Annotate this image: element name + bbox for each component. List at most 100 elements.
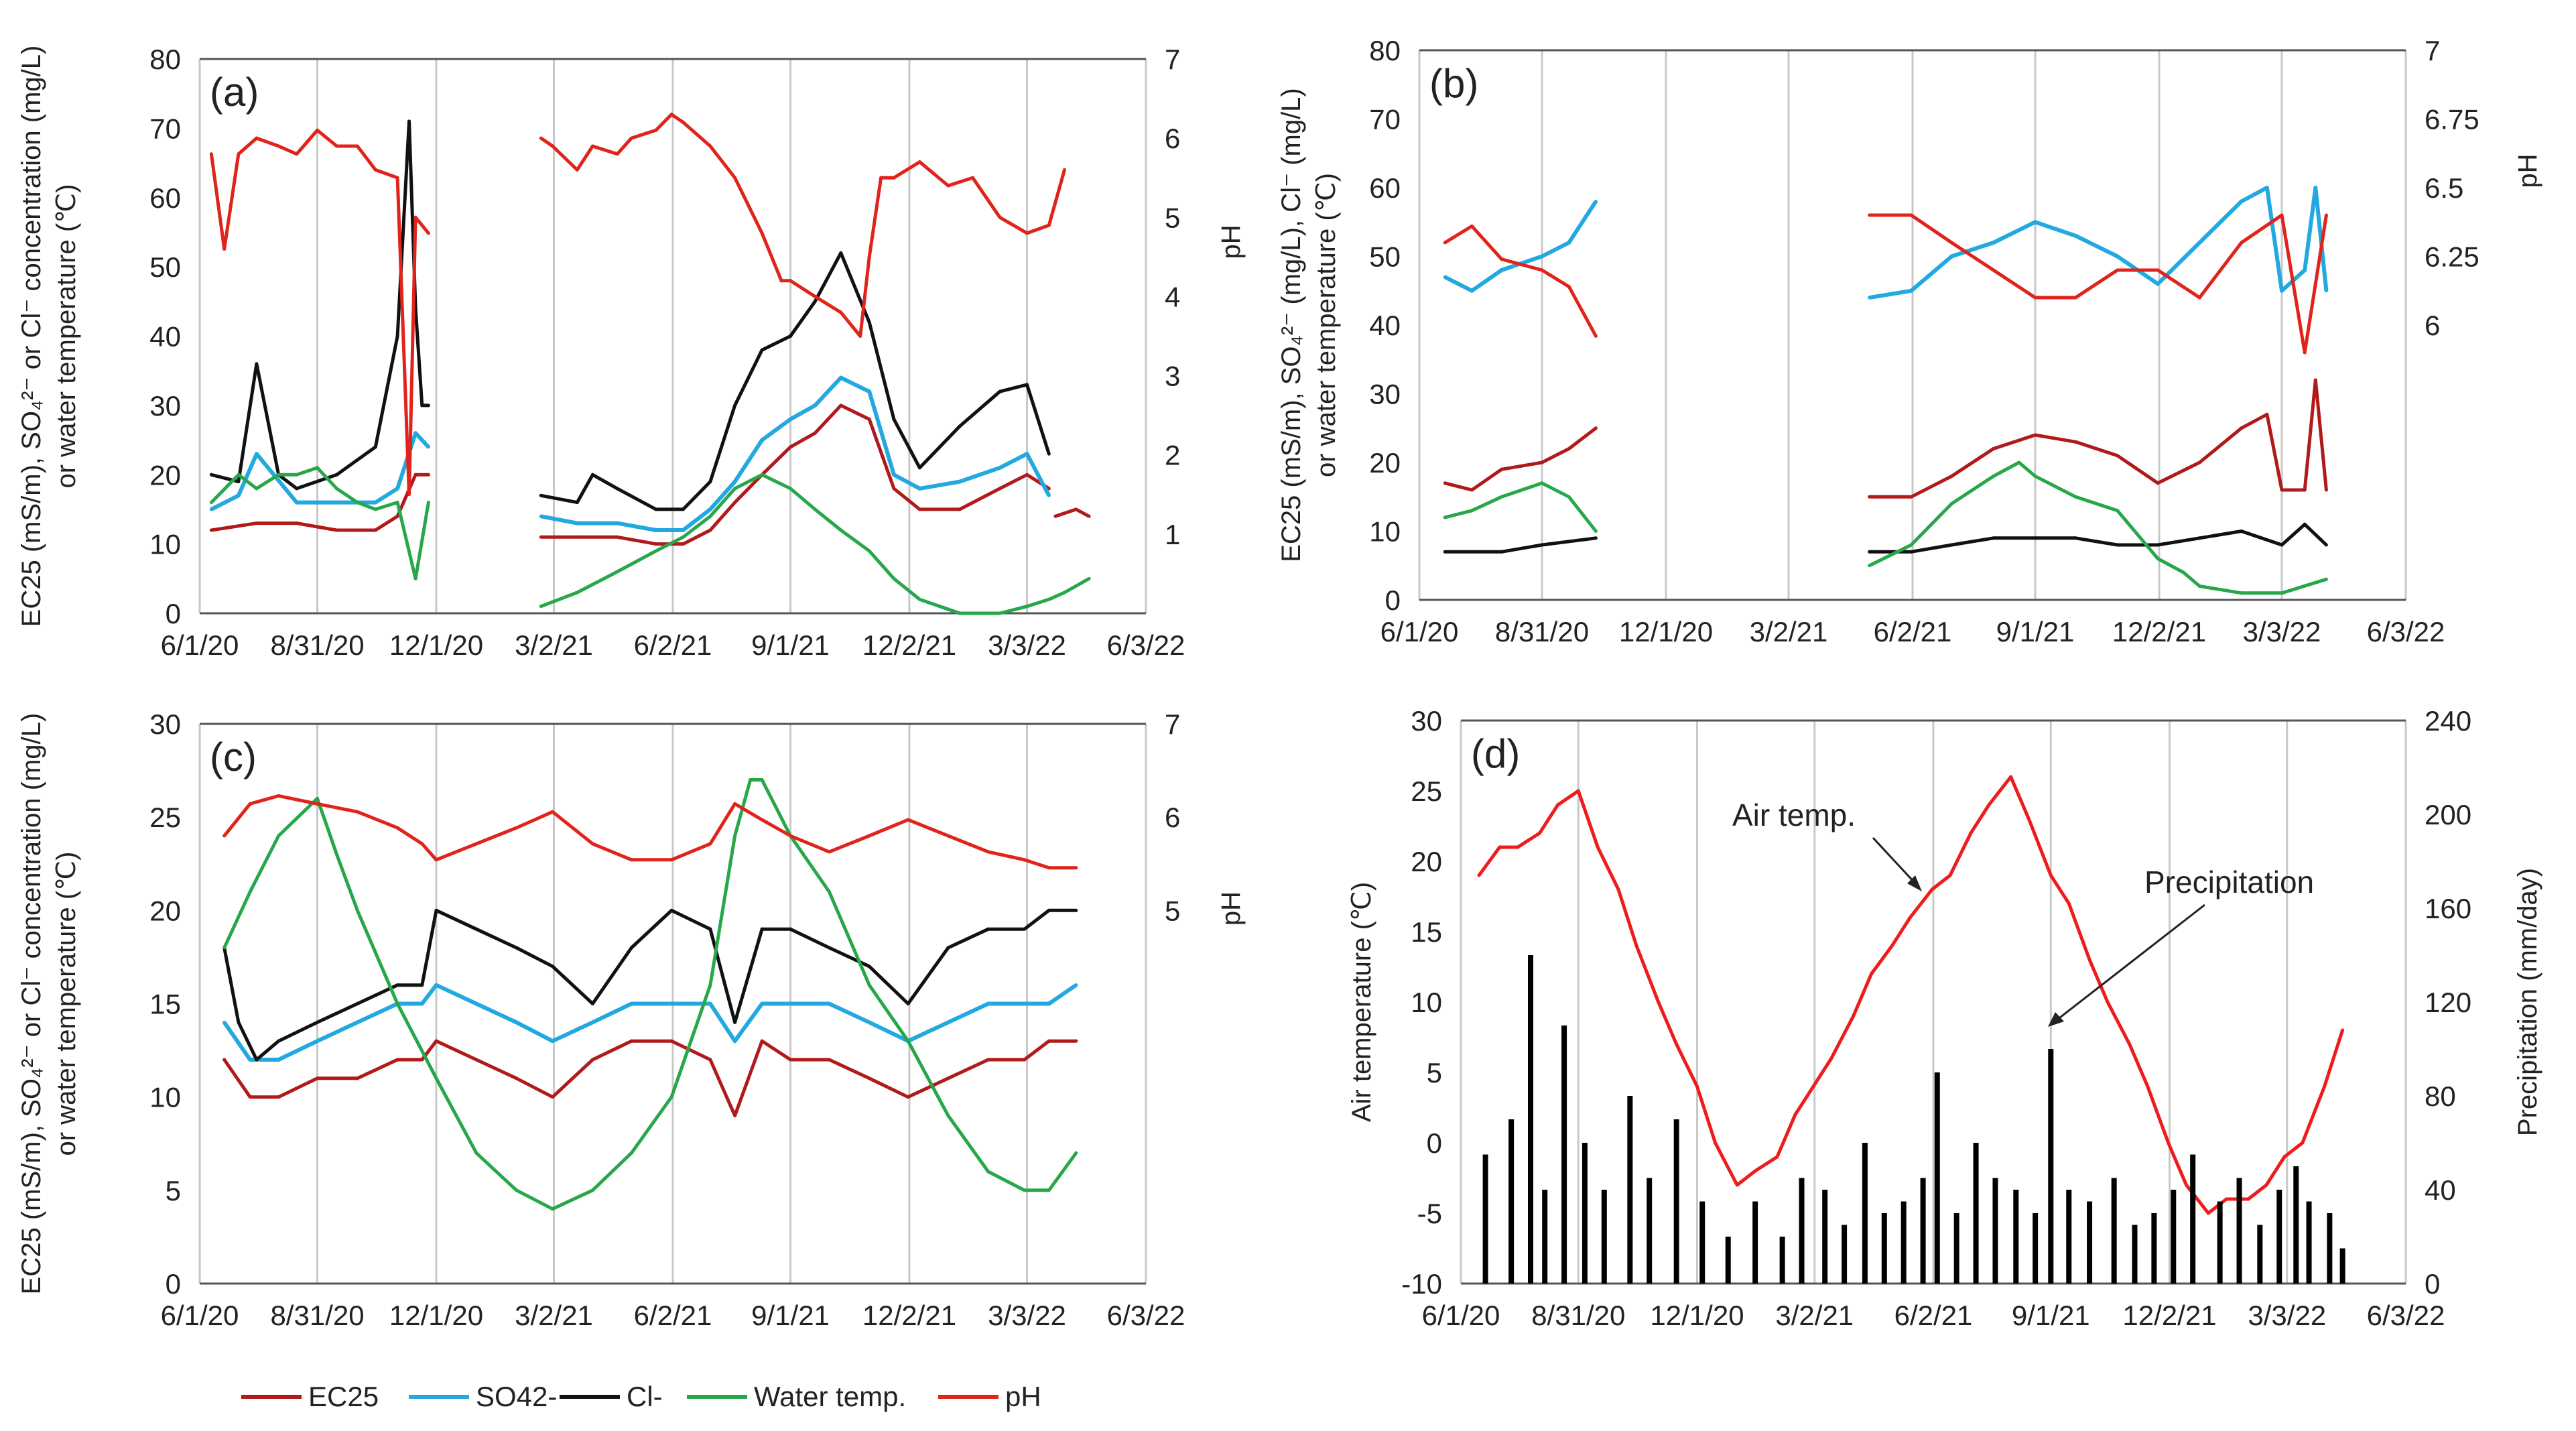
data-point <box>827 890 831 893</box>
y-tick-label: 30 <box>1369 379 1401 410</box>
data-point <box>1695 1084 1699 1088</box>
data-point <box>1025 231 1029 235</box>
legend-label: Water temp. <box>754 1381 906 1412</box>
data-point <box>2073 440 2077 444</box>
series-cl- <box>1443 522 2328 554</box>
data-point <box>654 542 658 546</box>
data-point <box>669 908 673 912</box>
data-point <box>839 403 843 408</box>
data-point <box>222 946 227 950</box>
data-point <box>1567 495 1571 499</box>
series-ec25 <box>222 1039 1078 1117</box>
x-tick-label: 12/2/21 <box>862 629 956 661</box>
panel-label: (d) <box>1471 731 1520 776</box>
data-point <box>1047 452 1051 456</box>
data-point <box>277 1058 281 1062</box>
data-point <box>2033 296 2037 300</box>
series-line <box>222 794 1076 870</box>
y-axis-title: EC25 (mS/m), SO₄²⁻ (mg/L), Cl⁻ (mg/L) <box>1277 88 1306 562</box>
data-point <box>1023 1058 1027 1062</box>
data-point <box>2185 1183 2189 1187</box>
data-point <box>474 842 478 846</box>
series-line <box>540 473 1090 615</box>
data-point <box>316 802 320 806</box>
data-point <box>2303 522 2307 526</box>
data-point <box>407 493 411 497</box>
data-point <box>733 176 737 180</box>
data-point <box>334 473 338 477</box>
panel-label: (c) <box>210 735 257 780</box>
series-line <box>540 375 1051 532</box>
precip-bar <box>1561 1025 1567 1284</box>
data-point <box>2167 1141 2171 1145</box>
data-point <box>295 473 299 477</box>
data-point <box>2017 460 2021 464</box>
y2-tick-label: 3 <box>1165 361 1180 392</box>
data-point <box>590 144 594 148</box>
x-tick-label: 6/1/20 <box>1380 616 1459 647</box>
data-point <box>420 983 424 987</box>
data-point <box>2264 1183 2268 1187</box>
data-point <box>1047 487 1051 491</box>
precip-bar <box>2217 1201 2223 1284</box>
data-point <box>2027 817 2031 821</box>
data-point <box>708 927 712 931</box>
legend: EC25 SO42- Cl- Water temp. pH <box>241 1381 1041 1412</box>
data-point <box>708 480 712 484</box>
data-point <box>1909 543 1913 547</box>
series-line <box>209 128 430 497</box>
annotation-arrow <box>2053 904 2205 1023</box>
data-point <box>1775 1155 1779 1159</box>
data-point <box>515 1076 519 1080</box>
data-point <box>474 927 478 931</box>
data-point <box>248 1058 252 1062</box>
data-point <box>1500 268 1504 272</box>
data-point <box>2240 426 2244 430</box>
data-point <box>669 1002 673 1005</box>
series-line <box>1443 200 1598 293</box>
data-point <box>708 1002 712 1005</box>
y-tick-label: 25 <box>149 802 181 833</box>
data-point <box>789 334 793 338</box>
data-point <box>1594 530 1598 533</box>
data-point <box>515 826 519 830</box>
data-point <box>892 418 896 422</box>
data-point <box>515 946 519 950</box>
data-point <box>760 348 764 352</box>
y2-tick-label: 5 <box>1165 202 1180 233</box>
data-point <box>789 1002 793 1005</box>
precip-bar <box>1881 1213 1887 1284</box>
y-tick-label: 0 <box>166 1268 181 1300</box>
y-tick-label: 20 <box>149 895 181 926</box>
x-tick-label: 3/3/22 <box>988 629 1066 661</box>
data-point <box>1516 845 1520 849</box>
data-point <box>209 501 213 505</box>
x-tick-label: 12/2/21 <box>2122 1300 2216 1331</box>
y-tick-label: 40 <box>1369 310 1401 341</box>
x-tick-label: 3/3/22 <box>2248 1300 2326 1331</box>
y2-tick-label: 120 <box>2425 987 2471 1018</box>
series-line <box>540 251 1051 511</box>
data-point <box>813 431 817 435</box>
arrow-head-icon <box>1907 875 1922 891</box>
data-point <box>1074 1151 1078 1155</box>
data-point <box>1675 1042 1679 1046</box>
legend-label: Cl- <box>627 1381 663 1412</box>
precip-bar <box>1779 1237 1785 1284</box>
data-point <box>551 965 555 969</box>
y2-axis-title: pH <box>2513 153 2542 188</box>
data-point <box>551 1039 555 1043</box>
y-tick-label: 0 <box>1385 584 1401 616</box>
data-point <box>1062 590 1066 595</box>
data-point <box>839 376 843 380</box>
data-point <box>789 834 793 838</box>
data-point <box>779 279 783 283</box>
data-point <box>669 113 673 117</box>
data-point <box>209 528 213 532</box>
data-point <box>316 796 320 800</box>
data-point <box>733 480 737 484</box>
annotation-air-temp: Air temp. <box>1732 798 1856 832</box>
x-tick-label: 6/3/22 <box>2367 616 2445 647</box>
data-point <box>222 1020 227 1024</box>
y-tick-label: 70 <box>1369 104 1401 135</box>
